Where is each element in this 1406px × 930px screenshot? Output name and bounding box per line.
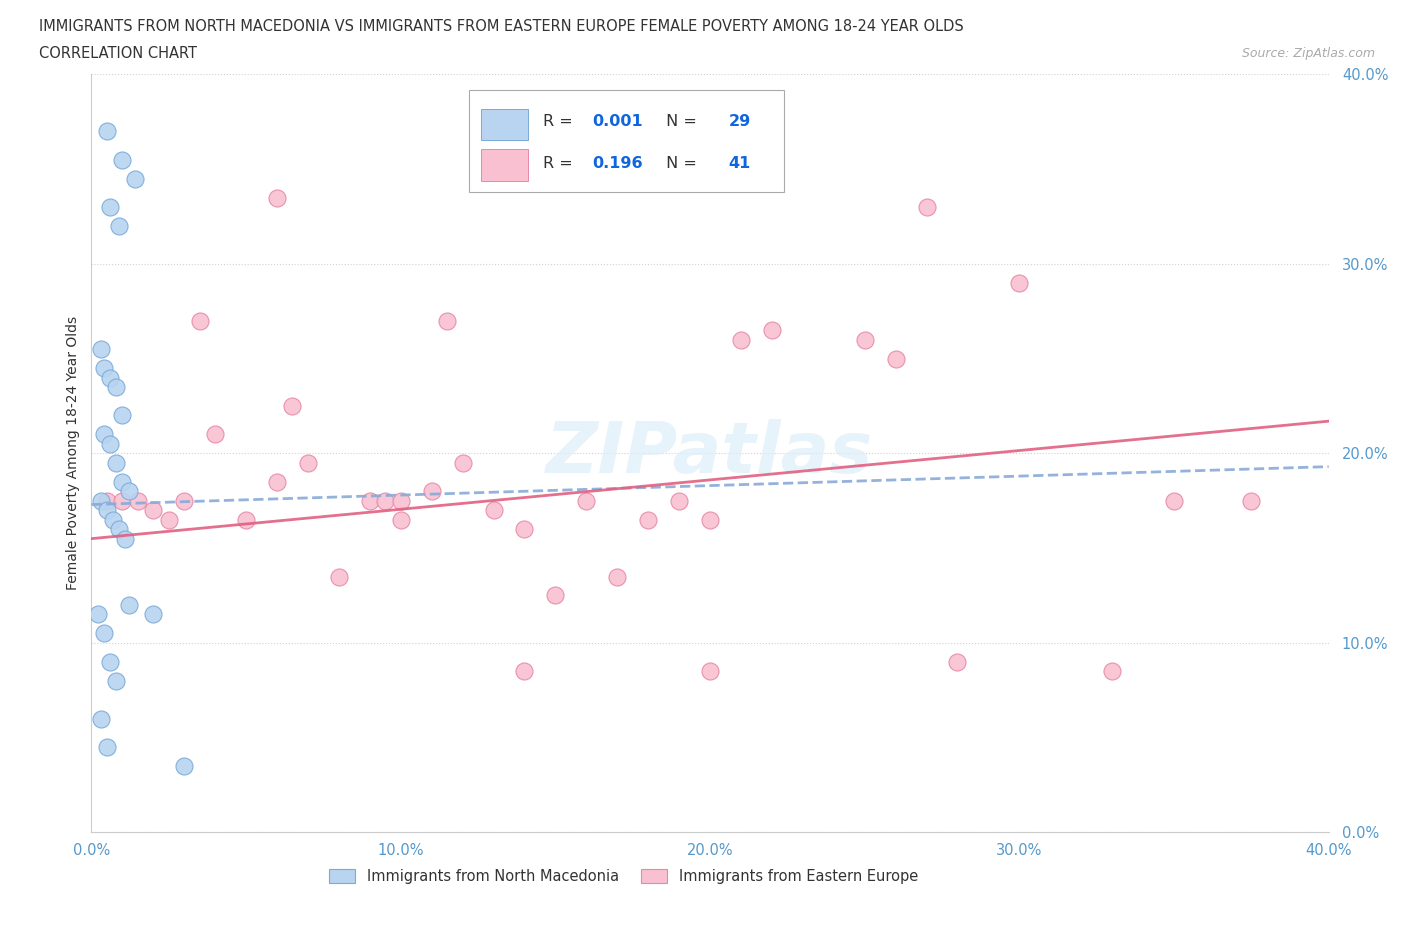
Point — [1101, 664, 1123, 679]
Text: N =: N = — [661, 113, 702, 129]
Point — [915, 200, 938, 215]
Text: N =: N = — [661, 155, 702, 170]
Point — [374, 493, 396, 508]
Y-axis label: Female Poverty Among 18-24 Year Olds: Female Poverty Among 18-24 Year Olds — [66, 316, 80, 591]
Point — [111, 408, 134, 423]
Point — [281, 399, 304, 414]
Point — [101, 512, 124, 527]
Point — [637, 512, 659, 527]
Point — [86, 607, 108, 622]
Point — [188, 313, 211, 328]
Text: 0.196: 0.196 — [592, 155, 643, 170]
Point — [1008, 275, 1031, 290]
Point — [93, 626, 115, 641]
Point — [328, 569, 350, 584]
Point — [90, 341, 112, 356]
Point — [173, 759, 195, 774]
Point — [96, 124, 118, 139]
Point — [105, 456, 128, 471]
Point — [513, 522, 536, 537]
Point — [117, 484, 139, 498]
Text: 0.001: 0.001 — [592, 113, 643, 129]
Point — [420, 484, 443, 498]
Point — [853, 332, 876, 347]
Point — [111, 474, 134, 489]
Point — [1240, 493, 1263, 508]
Point — [451, 456, 474, 471]
Point — [111, 153, 134, 167]
Point — [173, 493, 195, 508]
Point — [108, 219, 131, 233]
Point — [98, 436, 121, 451]
Point — [204, 427, 226, 442]
Point — [389, 493, 412, 508]
Point — [98, 200, 121, 215]
Text: R =: R = — [543, 155, 578, 170]
Point — [359, 493, 381, 508]
Point — [105, 673, 128, 688]
Point — [761, 323, 783, 338]
Legend: Immigrants from North Macedonia, Immigrants from Eastern Europe: Immigrants from North Macedonia, Immigra… — [323, 863, 924, 889]
Point — [699, 512, 721, 527]
Point — [93, 427, 115, 442]
Point — [606, 569, 628, 584]
Point — [114, 531, 136, 546]
Point — [142, 607, 165, 622]
Point — [98, 655, 121, 670]
Point — [235, 512, 257, 527]
Point — [436, 313, 458, 328]
Point — [157, 512, 180, 527]
Point — [142, 503, 165, 518]
Point — [90, 711, 112, 726]
FancyBboxPatch shape — [481, 149, 529, 180]
Point — [297, 456, 319, 471]
Point — [575, 493, 598, 508]
Point — [96, 503, 118, 518]
Point — [884, 352, 907, 366]
Point — [266, 474, 288, 489]
Point — [1163, 493, 1185, 508]
Text: R =: R = — [543, 113, 578, 129]
Point — [105, 379, 128, 394]
Point — [699, 664, 721, 679]
Point — [668, 493, 690, 508]
Point — [96, 739, 118, 754]
FancyBboxPatch shape — [481, 109, 529, 140]
Point — [98, 370, 121, 385]
Text: CORRELATION CHART: CORRELATION CHART — [39, 46, 197, 61]
Point — [108, 522, 131, 537]
Point — [90, 493, 112, 508]
Point — [111, 493, 134, 508]
Point — [117, 598, 139, 613]
Point — [93, 361, 115, 376]
Text: 29: 29 — [728, 113, 751, 129]
Point — [730, 332, 752, 347]
Point — [124, 171, 146, 186]
Point — [96, 493, 118, 508]
Point — [127, 493, 149, 508]
Point — [389, 512, 412, 527]
Text: ZIPatlas: ZIPatlas — [547, 418, 873, 488]
Point — [544, 588, 567, 603]
Point — [946, 655, 969, 670]
Point — [266, 190, 288, 205]
FancyBboxPatch shape — [468, 89, 785, 192]
Text: 41: 41 — [728, 155, 751, 170]
Text: IMMIGRANTS FROM NORTH MACEDONIA VS IMMIGRANTS FROM EASTERN EUROPE FEMALE POVERTY: IMMIGRANTS FROM NORTH MACEDONIA VS IMMIG… — [39, 19, 965, 33]
Point — [482, 503, 505, 518]
Text: Source: ZipAtlas.com: Source: ZipAtlas.com — [1241, 46, 1375, 60]
Point — [513, 664, 536, 679]
